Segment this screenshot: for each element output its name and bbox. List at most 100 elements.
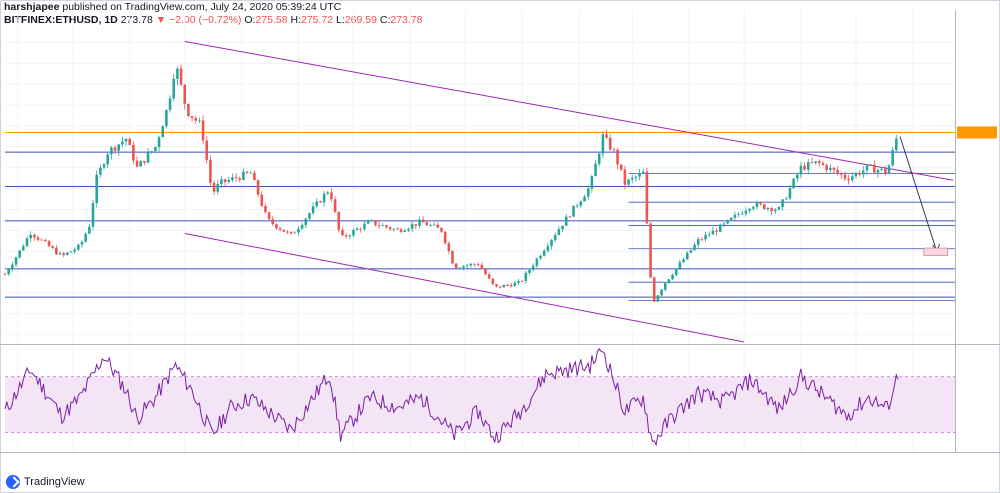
projection-arrow-line (899, 136, 938, 252)
candle-body (275, 223, 278, 229)
candle-body (55, 247, 58, 255)
candle-body (341, 229, 344, 236)
candle-body (304, 218, 308, 225)
candle-body (264, 205, 267, 213)
candle-body (605, 134, 608, 138)
candle-body (260, 194, 264, 206)
candle-body (253, 172, 256, 181)
candle-body (271, 219, 275, 224)
candle-body (146, 152, 150, 163)
candle-body (451, 251, 454, 264)
candle-body (282, 229, 286, 232)
candle-body (267, 212, 271, 220)
price-pane[interactable] (3, 10, 997, 452)
candle-body (99, 167, 102, 175)
rsi-line (4, 347, 899, 447)
candle-body (616, 149, 619, 165)
candle-body (528, 269, 531, 273)
candle-body (88, 226, 91, 234)
candle-body (788, 188, 792, 199)
candle-body (194, 117, 198, 121)
candle-body (506, 284, 509, 286)
candle-body (414, 224, 418, 226)
candle-body (583, 196, 586, 202)
candle-body (315, 201, 319, 207)
candle-body (366, 220, 370, 224)
candle-body (759, 202, 762, 205)
candle-body (550, 239, 553, 247)
candle-body (209, 159, 212, 183)
candle-body (403, 230, 407, 232)
low-value: 269.59 (344, 14, 377, 26)
candle-body (645, 171, 649, 224)
candle-body (22, 246, 25, 251)
candle-body (491, 278, 495, 285)
candle-body (165, 109, 168, 127)
candle-body (623, 169, 627, 185)
candle-body (498, 286, 502, 288)
candle-body (803, 165, 806, 170)
last-price-tag (957, 126, 997, 139)
candle-body (799, 165, 803, 175)
candle-body (396, 228, 399, 230)
candle-body (777, 207, 781, 210)
candle-body (748, 208, 751, 211)
candle-body (663, 283, 667, 290)
candle-body (454, 263, 458, 269)
candle-body (106, 154, 109, 165)
candle-body (539, 255, 542, 259)
candle-body (722, 223, 726, 225)
candle-body (781, 199, 784, 208)
tradingview-logo[interactable]: TradingView (6, 475, 85, 489)
candle-body (685, 252, 689, 260)
low-label: L: (336, 14, 345, 26)
candle-body (322, 193, 326, 203)
candle-body (212, 182, 216, 192)
candle-body (410, 224, 414, 229)
high-label: H: (290, 14, 302, 26)
candle-body (473, 263, 476, 265)
candle-body (190, 116, 194, 118)
candle-body (355, 228, 359, 231)
candle-body (880, 168, 883, 171)
candle-body (69, 251, 73, 253)
symbol-label[interactable]: BITFINEX:ETHUSD, 1D (4, 14, 118, 26)
candle-body (102, 164, 106, 168)
candle-body (865, 165, 869, 171)
candle-body (407, 228, 410, 231)
candle-body (836, 169, 839, 174)
candle-body (392, 228, 396, 230)
candle-body (187, 103, 190, 117)
candle-body (286, 231, 289, 233)
candle-body (590, 176, 594, 189)
candle-body (7, 269, 10, 275)
candle-body (300, 224, 304, 229)
candle-body (143, 161, 146, 163)
candle-body (385, 225, 388, 228)
candle-body (876, 170, 880, 173)
candle-body (630, 177, 634, 180)
open-value: 275.58 (255, 14, 288, 26)
candle-body (176, 68, 179, 79)
candle-body (707, 234, 711, 236)
candle-body (363, 223, 366, 230)
brand-name: TradingView (24, 476, 85, 488)
candle-body (245, 171, 249, 173)
candle-body (374, 220, 377, 226)
candle-body (535, 258, 539, 266)
candle-body (546, 246, 550, 251)
candle-body (575, 205, 579, 207)
open-label: O: (244, 14, 256, 26)
candle-body (840, 173, 843, 175)
candle-body (216, 183, 220, 192)
candle-body (847, 178, 850, 181)
rsi-pane[interactable] (4, 347, 955, 447)
candle-body (821, 162, 825, 165)
candle-body (319, 201, 322, 203)
candle-body (132, 145, 135, 161)
candle-body (484, 269, 487, 275)
candle-body (766, 208, 770, 210)
candle-body (399, 229, 403, 232)
candle-body (110, 147, 113, 155)
